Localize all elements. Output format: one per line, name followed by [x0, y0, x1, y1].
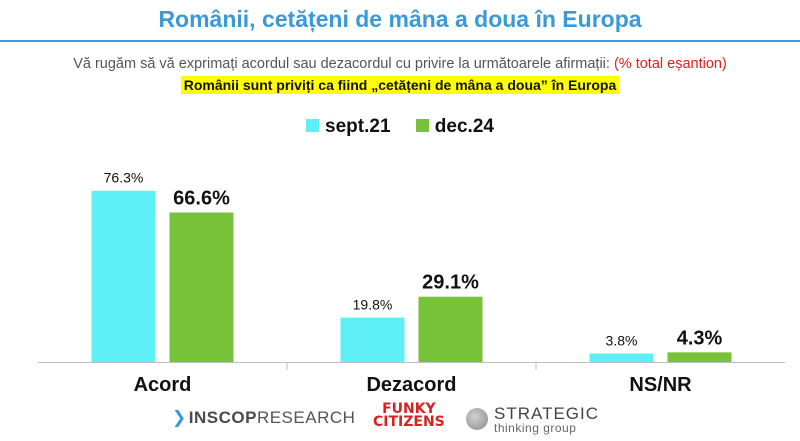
- funky-logo-line1: FUNKY: [382, 401, 436, 417]
- inscop-logo-rest: RESEARCH: [256, 408, 356, 427]
- strategic-logo-top: STRATEGIC: [494, 404, 600, 423]
- bar-sept21: [340, 317, 405, 362]
- question-text: Vă rugăm să vă exprimați acordul sau dez…: [73, 56, 610, 72]
- inscop-logo: ❯ INSCOPRESEARCH: [172, 408, 355, 428]
- footer-logos: ❯ INSCOPRESEARCH FUNKY CITIZENS STRATEGIC…: [0, 400, 800, 441]
- legend-label-dec24: dec.24: [434, 116, 494, 137]
- funky-citizens-logo: FUNKY CITIZENS: [373, 401, 445, 430]
- chart-legend: sept.21 dec.24: [0, 116, 800, 138]
- title-divider: [0, 40, 800, 42]
- statement-wrap: Românii sunt priviți ca fiind „cetățeni …: [0, 76, 800, 95]
- legend-label-sept21: sept.21: [325, 116, 391, 137]
- legend-swatch-sept21: [306, 119, 320, 132]
- inscop-logo-strong: INSCOP: [188, 408, 257, 427]
- bar-sept21: [91, 190, 156, 362]
- survey-statement: Românii sunt priviți ca fiind „cetățeni …: [180, 76, 620, 94]
- strategic-logo-bottom: thinking group: [494, 421, 577, 435]
- category-label: NS/NR: [629, 374, 692, 396]
- bar-value-label: 19.8%: [353, 297, 393, 313]
- inscop-mark-icon: ❯: [172, 408, 187, 427]
- bar-sept21: [589, 353, 654, 362]
- page-title: Românii, cetățeni de mâna a doua în Euro…: [158, 6, 642, 32]
- bar-value-label: 76.3%: [104, 170, 144, 186]
- bar-value-label: 4.3%: [677, 327, 723, 349]
- strategic-globe-icon: [466, 408, 488, 430]
- question-note: (% total eșantion): [613, 56, 727, 72]
- legend-item-dec24: dec.24: [415, 116, 494, 138]
- category-label: Dezacord: [366, 374, 456, 396]
- bar-value-label: 66.6%: [173, 188, 230, 210]
- survey-question: Vă rugăm să vă exprimați acordul sau dez…: [0, 56, 800, 72]
- bar-chart: 76.3% 66.6% Acord 19.8% 29.1% Dezacord 3.8% 4.3…: [38, 170, 785, 396]
- funky-logo-line2: CITIZENS: [373, 414, 445, 430]
- bar-dec24: [169, 212, 234, 362]
- bar-value-label: 3.8%: [606, 332, 638, 348]
- category-label: Acord: [134, 374, 192, 396]
- legend-item-sept21: sept.21: [306, 116, 391, 138]
- bar-dec24: [667, 352, 732, 362]
- legend-swatch-dec24: [415, 119, 429, 132]
- bar-dec24: [418, 296, 483, 362]
- bar-value-label: 29.1%: [422, 272, 479, 294]
